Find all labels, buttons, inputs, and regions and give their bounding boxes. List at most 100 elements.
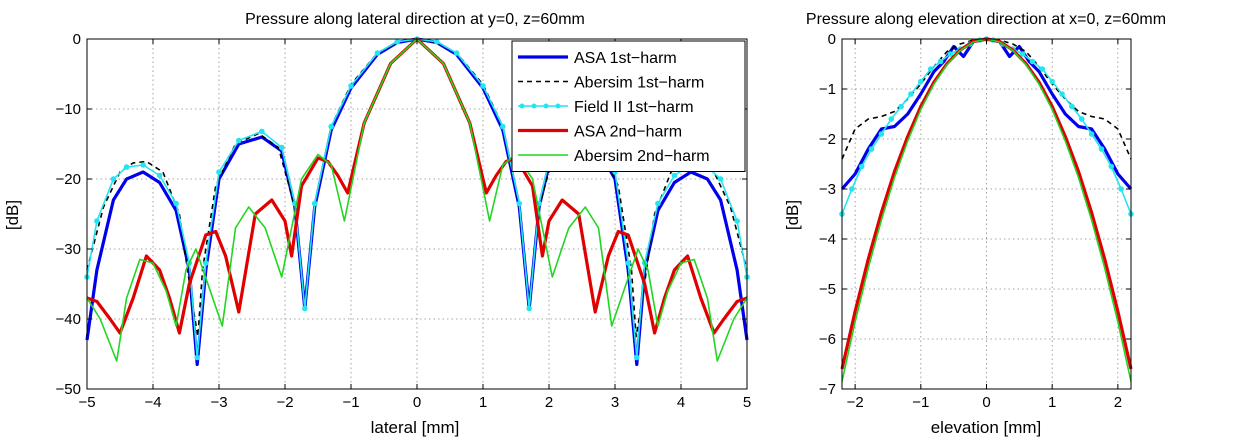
legend-item: Abersim 1st−harm bbox=[518, 75, 704, 92]
data-point bbox=[1019, 51, 1026, 57]
lateral-chart: Pressure along lateral direction at y=0,… bbox=[3, 11, 751, 437]
x-tick-label: −5 bbox=[78, 394, 95, 411]
data-point bbox=[878, 131, 885, 137]
tick-labels: −2 −1 0 1 2 0 −1 −2 −3 −4 −5 −6 −7 bbox=[819, 31, 1131, 411]
y-tick-label: −20 bbox=[56, 171, 81, 188]
x-tick-label: −4 bbox=[144, 394, 161, 411]
y-tick-label: −30 bbox=[56, 241, 81, 258]
grid bbox=[842, 38, 1131, 390]
data-point bbox=[328, 123, 335, 130]
data-point bbox=[633, 354, 640, 361]
legend-label: Field II 1st−harm bbox=[574, 99, 694, 116]
x-tick-label: 5 bbox=[743, 394, 751, 411]
data-point bbox=[480, 83, 486, 89]
data-point bbox=[123, 164, 130, 170]
data-point bbox=[671, 172, 678, 179]
data-point bbox=[1108, 163, 1115, 170]
legend-label: ASA 2nd−harm bbox=[574, 124, 682, 141]
y-tick-label: −5 bbox=[819, 281, 836, 298]
legend-item: Field II 1st−harm bbox=[518, 99, 694, 116]
data-point bbox=[311, 200, 318, 207]
data-point bbox=[1098, 146, 1105, 152]
data-point bbox=[898, 103, 904, 110]
data-point bbox=[927, 66, 934, 72]
data-point bbox=[259, 128, 265, 135]
legend-marker bbox=[531, 103, 537, 109]
data-point bbox=[858, 163, 865, 170]
x-tick-label: 2 bbox=[545, 394, 553, 411]
data-point bbox=[156, 172, 163, 179]
data-point bbox=[394, 39, 401, 45]
tick-labels: −5 −4 −3 −2 −1 0 1 2 3 4 50−10−20−30−40−50 bbox=[56, 31, 752, 411]
data-point bbox=[734, 218, 740, 224]
legend-label: Abersim 2nd−harm bbox=[574, 148, 710, 165]
x-tick-label: −2 bbox=[847, 394, 864, 411]
data-point bbox=[655, 200, 661, 207]
data-point bbox=[516, 200, 523, 207]
x-tick-label: 3 bbox=[611, 394, 619, 411]
data-point bbox=[1029, 58, 1036, 65]
x-tick-label: −3 bbox=[210, 394, 227, 411]
data-point bbox=[500, 123, 506, 130]
data-point bbox=[434, 39, 440, 45]
y-tick-label: −6 bbox=[819, 331, 836, 348]
data-point bbox=[348, 83, 354, 89]
y-tick-label: −40 bbox=[56, 311, 81, 328]
data-point bbox=[1088, 131, 1095, 137]
data-point bbox=[216, 169, 222, 175]
x-tick-label: 1 bbox=[479, 394, 487, 411]
x-tick-label: 1 bbox=[1048, 394, 1056, 411]
legend-marker bbox=[519, 103, 525, 109]
legend-label: ASA 1st−harm bbox=[574, 50, 677, 67]
y-tick-label: −3 bbox=[819, 181, 836, 198]
y-tick-label: −1 bbox=[819, 81, 836, 98]
legend-label: Abersim 1st−harm bbox=[574, 75, 704, 92]
series-layer bbox=[839, 36, 1134, 382]
legend-marker bbox=[555, 103, 561, 109]
series-field-ii-1st-harm bbox=[839, 36, 1134, 217]
data-point bbox=[110, 176, 117, 182]
data-point bbox=[453, 50, 460, 56]
data-point bbox=[140, 162, 146, 168]
y-tick-label: −10 bbox=[56, 101, 81, 118]
x-tick-label: 0 bbox=[413, 394, 421, 411]
x-tick-label: −2 bbox=[276, 394, 293, 411]
data-point bbox=[278, 144, 285, 151]
elevation-chart: Pressure along elevation direction at x=… bbox=[783, 11, 1166, 437]
data-point bbox=[625, 260, 631, 266]
legend: ASA 1st−harm Abersim 1st−harm Field II 1st… bbox=[511, 40, 746, 172]
x-tick-label: 0 bbox=[982, 394, 990, 411]
data-point bbox=[173, 200, 179, 207]
y-tick-label: −2 bbox=[819, 131, 836, 148]
data-point bbox=[717, 176, 724, 182]
data-point bbox=[849, 186, 855, 192]
y-axis-label: [dB] bbox=[3, 200, 22, 230]
data-point bbox=[1118, 186, 1124, 192]
y-tick-label: −7 bbox=[819, 381, 836, 398]
x-tick-label: 2 bbox=[1114, 394, 1122, 411]
data-point bbox=[302, 305, 308, 312]
data-point bbox=[1049, 78, 1055, 85]
legend-item: Abersim 2nd−harm bbox=[518, 148, 710, 165]
legend-item: ASA 1st−harm bbox=[518, 50, 677, 67]
x-axis-label: elevation [mm] bbox=[931, 418, 1042, 437]
legend-item: ASA 2nd−harm bbox=[518, 124, 682, 141]
x-tick-label: −1 bbox=[342, 394, 359, 411]
data-point bbox=[1039, 66, 1046, 72]
data-point bbox=[526, 305, 532, 312]
data-point bbox=[888, 116, 895, 122]
data-point bbox=[94, 218, 100, 224]
data-point bbox=[1078, 116, 1085, 122]
data-point bbox=[868, 146, 875, 152]
data-point bbox=[918, 78, 924, 85]
data-point bbox=[937, 58, 944, 65]
data-point bbox=[203, 260, 209, 266]
data-point bbox=[1069, 103, 1075, 110]
y-axis-label: [dB] bbox=[783, 200, 802, 230]
x-tick-label: −1 bbox=[912, 394, 929, 411]
data-point bbox=[908, 91, 914, 97]
data-point bbox=[1059, 91, 1065, 97]
y-tick-label: 0 bbox=[73, 31, 81, 48]
x-axis-label: lateral [mm] bbox=[371, 418, 460, 437]
data-point bbox=[236, 137, 242, 144]
